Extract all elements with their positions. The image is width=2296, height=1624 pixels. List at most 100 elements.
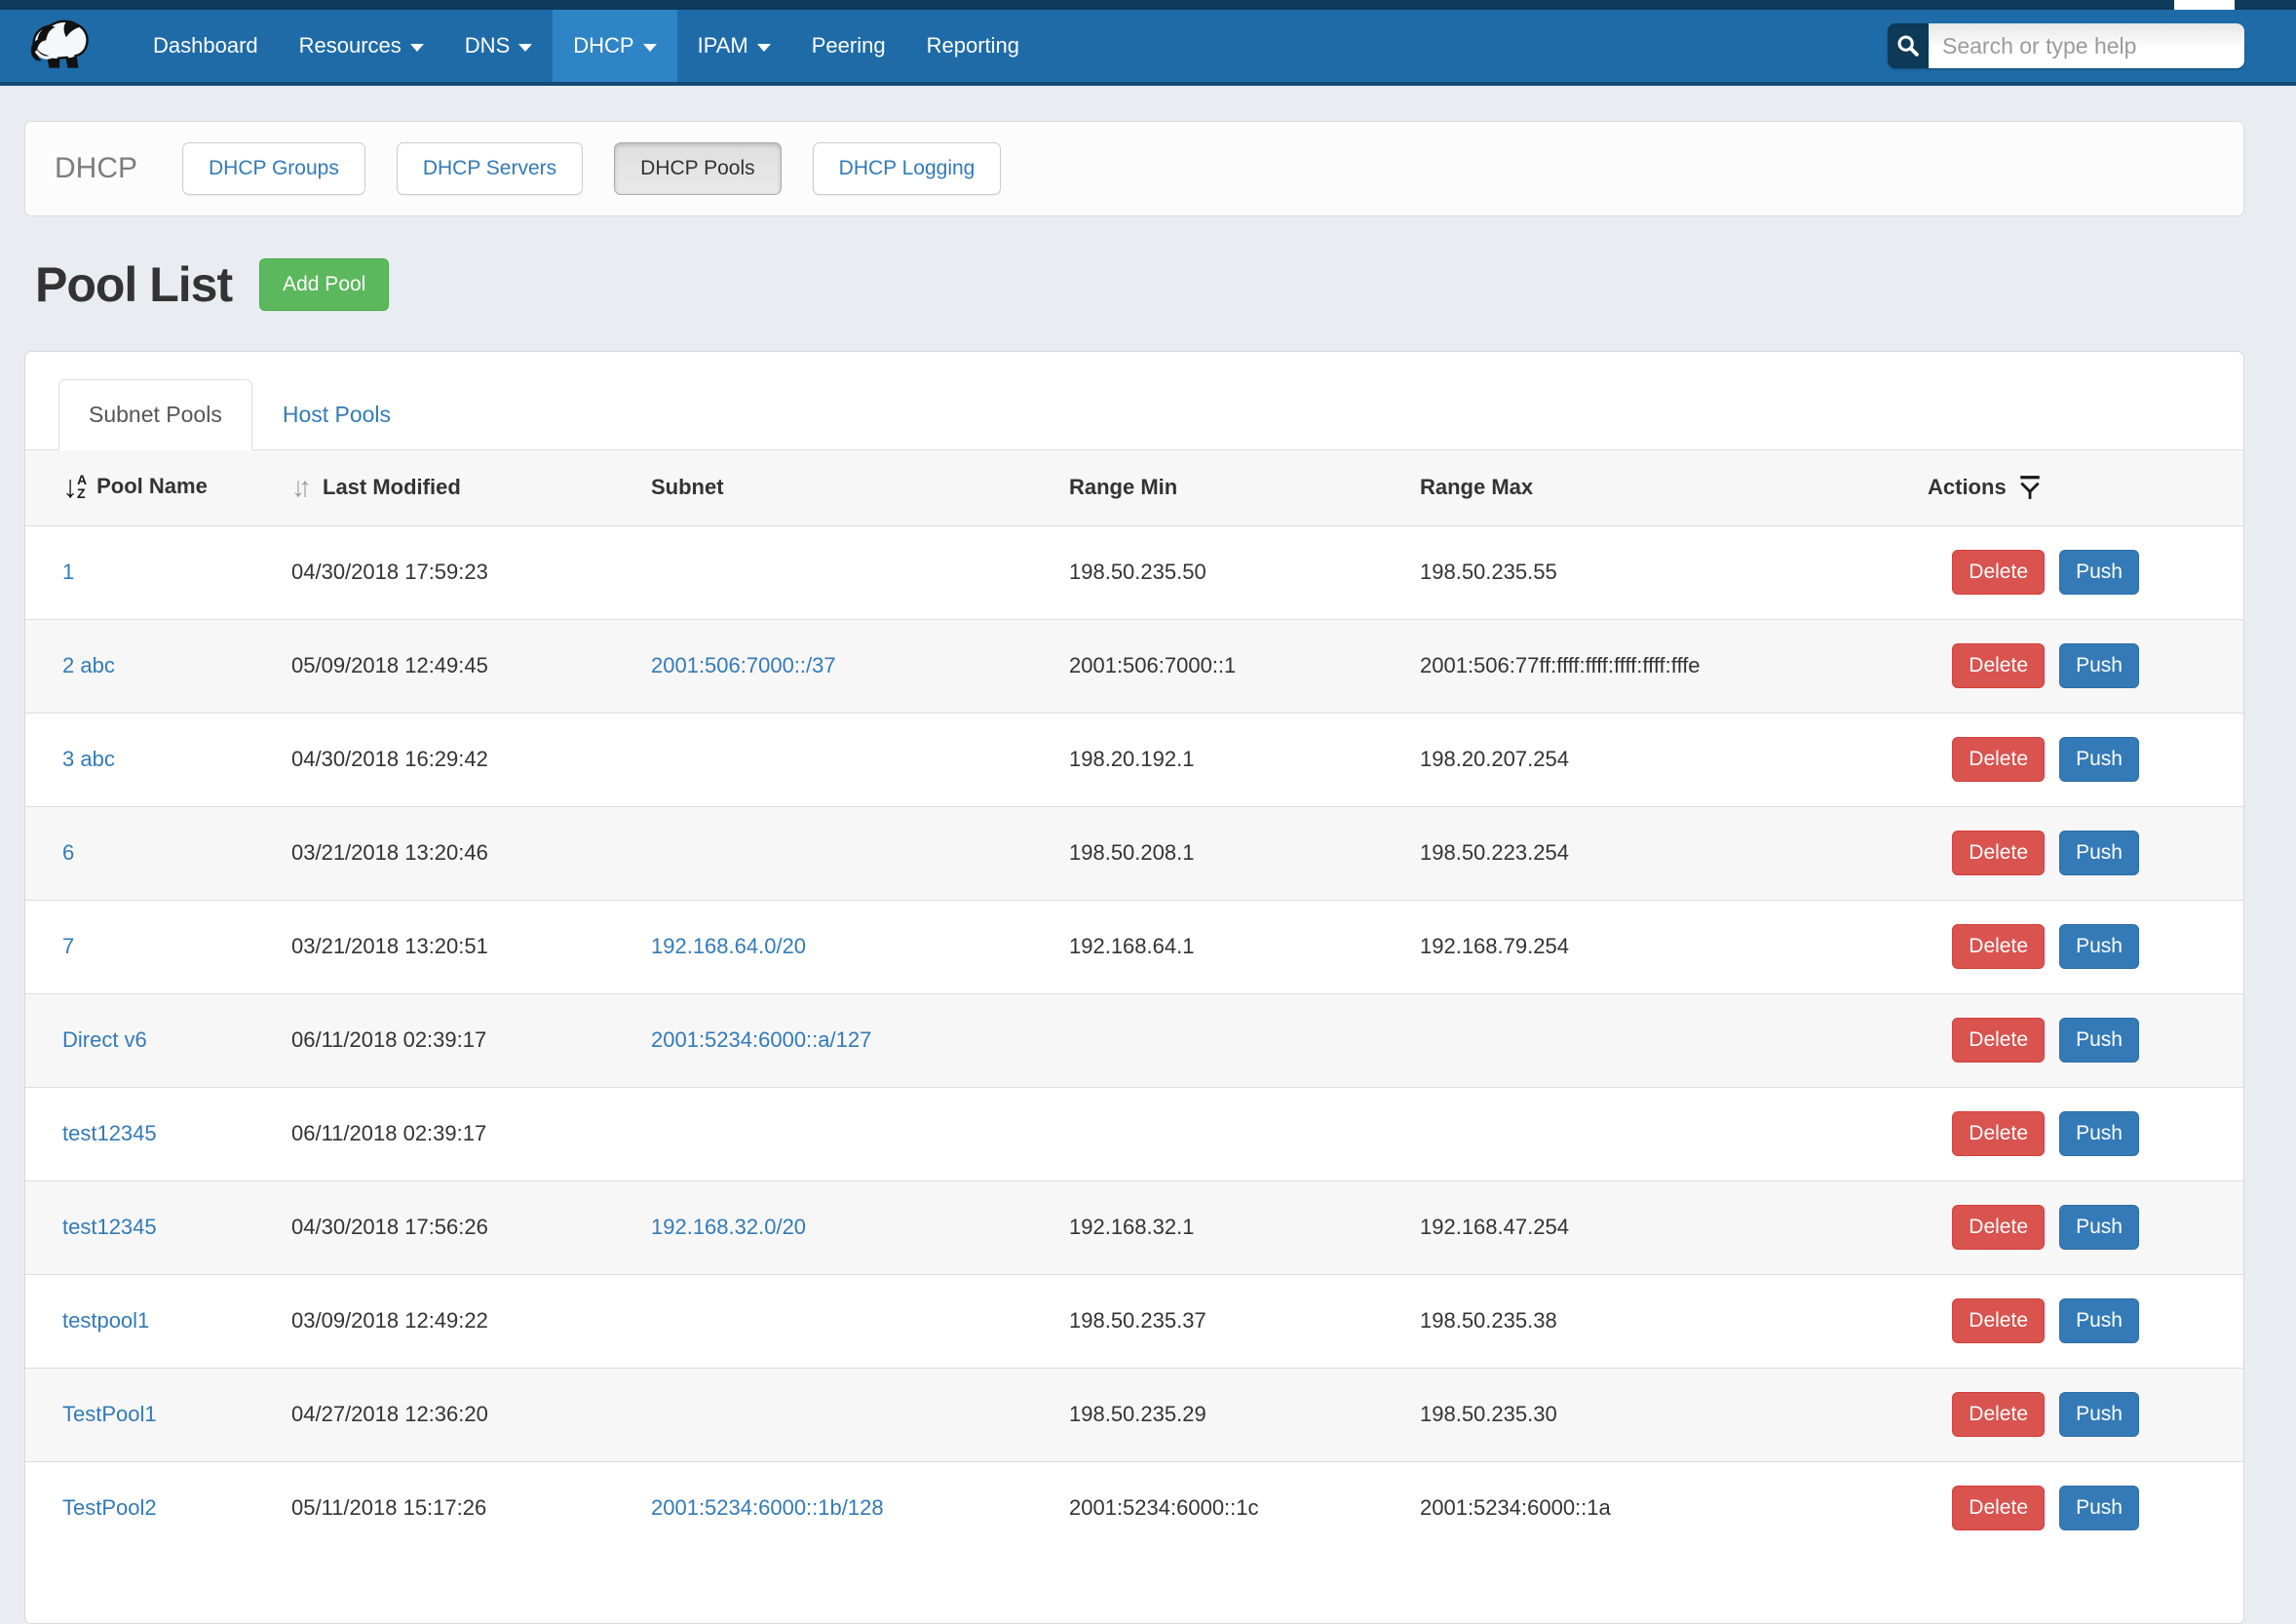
push-button[interactable]: Push [2059, 643, 2139, 688]
last-modified-cell: 06/11/2018 02:39:17 [291, 1088, 651, 1181]
nav-item-peering[interactable]: Peering [791, 10, 906, 82]
range-max-cell: 2001:5234:6000::1a [1420, 1462, 1928, 1556]
last-modified-cell: 03/21/2018 13:20:51 [291, 901, 651, 994]
dhcp-servers-button[interactable]: DHCP Servers [397, 142, 583, 195]
subnet-link[interactable]: 2001:5234:6000::1b/128 [651, 1495, 884, 1520]
subnet-link[interactable]: 192.168.64.0/20 [651, 934, 806, 958]
range-max-cell: 198.50.235.30 [1420, 1369, 1928, 1462]
delete-button[interactable]: Delete [1952, 1018, 2045, 1063]
range-min-cell [1069, 994, 1420, 1088]
delete-button[interactable]: Delete [1952, 550, 2045, 595]
main-navbar: Dashboard Resources DNS DHCP IPAM Peerin… [0, 10, 2296, 86]
pool-name-cell: 6 [25, 807, 291, 901]
pool-name-cell: test12345 [25, 1088, 291, 1181]
pool-name-link[interactable]: 2 abc [62, 653, 115, 677]
push-button[interactable]: Push [2059, 1392, 2139, 1437]
nav-item-dns[interactable]: DNS [444, 10, 553, 82]
actions-cell: Delete Push [1928, 1088, 2243, 1181]
pool-name-link[interactable]: 1 [62, 560, 74, 584]
subnet-link[interactable]: 2001:5234:6000::a/127 [651, 1027, 871, 1052]
col-label: Pool Name [96, 474, 208, 499]
actions-cell: Delete Push [1928, 994, 2243, 1088]
delete-button[interactable]: Delete [1952, 1298, 2045, 1343]
delete-button[interactable]: Delete [1952, 924, 2045, 969]
delete-button[interactable]: Delete [1952, 643, 2045, 688]
table-row: testpool1 03/09/2018 12:49:22 198.50.235… [25, 1275, 2243, 1369]
global-search [1888, 23, 2244, 68]
delete-button[interactable]: Delete [1952, 1111, 2045, 1156]
push-button[interactable]: Push [2059, 1111, 2139, 1156]
push-button[interactable]: Push [2059, 1298, 2139, 1343]
tab-subnet-pools[interactable]: Subnet Pools [58, 379, 252, 450]
pool-name-link[interactable]: test12345 [62, 1121, 157, 1145]
last-modified-cell: 05/11/2018 15:17:26 [291, 1462, 651, 1556]
subnet-cell [651, 526, 1069, 620]
pool-name-link[interactable]: test12345 [62, 1215, 157, 1239]
push-button[interactable]: Push [2059, 831, 2139, 875]
col-label: Range Max [1420, 475, 1533, 499]
push-button[interactable]: Push [2059, 1018, 2139, 1063]
delete-button[interactable]: Delete [1952, 1486, 2045, 1530]
search-button[interactable] [1888, 23, 1929, 68]
push-button[interactable]: Push [2059, 1205, 2139, 1250]
delete-button[interactable]: Delete [1952, 737, 2045, 782]
nav-label: Reporting [927, 33, 1019, 58]
sort-alpha-icon[interactable]: ↓ A Z [62, 472, 87, 501]
range-min-cell: 198.50.235.29 [1069, 1369, 1420, 1462]
col-header-pool-name[interactable]: ↓ A Z Pool Name [25, 450, 291, 526]
push-button[interactable]: Push [2059, 737, 2139, 782]
dhcp-pools-button[interactable]: DHCP Pools [614, 142, 782, 195]
pool-name-link[interactable]: 3 abc [62, 747, 115, 771]
range-max-cell: 192.168.79.254 [1420, 901, 1928, 994]
range-max-cell: 198.50.223.254 [1420, 807, 1928, 901]
nav-item-dhcp[interactable]: DHCP [553, 10, 676, 82]
caret-down-icon [643, 44, 657, 52]
nav-item-ipam[interactable]: IPAM [677, 10, 791, 82]
pool-table: ↓ A Z Pool Name ↓↑ Last Modified [25, 450, 2243, 1555]
push-button[interactable]: Push [2059, 924, 2139, 969]
table-row: 1 04/30/2018 17:59:23 198.50.235.50 198.… [25, 526, 2243, 620]
nav-label: Peering [812, 33, 886, 58]
nav-item-reporting[interactable]: Reporting [906, 10, 1040, 82]
add-pool-button[interactable]: Add Pool [259, 258, 389, 311]
pool-name-link[interactable]: Direct v6 [62, 1027, 147, 1052]
push-button[interactable]: Push [2059, 550, 2139, 595]
col-header-range-min: Range Min [1069, 450, 1420, 526]
delete-button[interactable]: Delete [1952, 1205, 2045, 1250]
pool-name-link[interactable]: testpool1 [62, 1308, 149, 1333]
col-header-last-modified[interactable]: ↓↑ Last Modified [291, 450, 651, 526]
range-min-cell: 192.168.64.1 [1069, 901, 1420, 994]
tab-host-pools[interactable]: Host Pools [252, 379, 421, 450]
delete-button[interactable]: Delete [1952, 831, 2045, 875]
subnet-cell [651, 1088, 1069, 1181]
nav-item-resources[interactable]: Resources [279, 10, 444, 82]
filter-icon[interactable] [2018, 475, 2042, 500]
col-header-subnet: Subnet [651, 450, 1069, 526]
dhcp-subnav-card: DHCP DHCP Groups DHCP Servers DHCP Pools… [24, 121, 2244, 216]
dhcp-logging-button[interactable]: DHCP Logging [813, 142, 1002, 195]
last-modified-cell: 04/27/2018 12:36:20 [291, 1369, 651, 1462]
pool-name-link[interactable]: 6 [62, 840, 74, 865]
subnet-link[interactable]: 192.168.32.0/20 [651, 1215, 806, 1239]
subnet-link[interactable]: 2001:506:7000::/37 [651, 653, 836, 677]
pool-name-link[interactable]: TestPool2 [62, 1495, 157, 1520]
nav-label: Resources [299, 33, 402, 58]
col-label: Subnet [651, 475, 724, 499]
last-modified-cell: 06/11/2018 02:39:17 [291, 994, 651, 1088]
top-edge-artifact [2174, 0, 2235, 10]
mammoth-logo-icon [19, 16, 97, 76]
range-min-cell: 198.50.235.37 [1069, 1275, 1420, 1369]
delete-button[interactable]: Delete [1952, 1392, 2045, 1437]
push-button[interactable]: Push [2059, 1486, 2139, 1530]
subnet-cell [651, 714, 1069, 807]
pool-name-link[interactable]: 7 [62, 934, 74, 958]
nav-item-dashboard[interactable]: Dashboard [133, 10, 279, 82]
pool-name-link[interactable]: TestPool1 [62, 1402, 157, 1426]
sort-updown-icon[interactable]: ↓↑ [291, 474, 305, 501]
app-logo[interactable] [19, 10, 97, 82]
dhcp-groups-button[interactable]: DHCP Groups [182, 142, 365, 195]
table-row: 6 03/21/2018 13:20:46 198.50.208.1 198.5… [25, 807, 2243, 901]
search-input[interactable] [1929, 23, 2244, 68]
range-min-cell: 198.20.192.1 [1069, 714, 1420, 807]
subnet-cell: 192.168.32.0/20 [651, 1181, 1069, 1275]
